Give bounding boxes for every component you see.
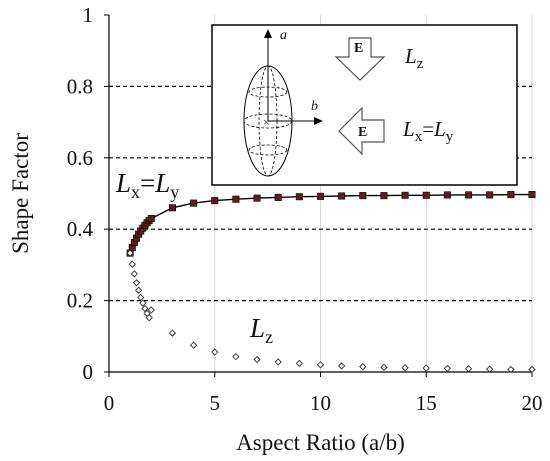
y-tick-label: 0 <box>83 360 94 384</box>
lxy-point <box>401 191 409 199</box>
axis-b-arrowhead <box>314 117 323 125</box>
lz-point <box>145 314 153 322</box>
lxy-point <box>465 191 473 199</box>
lz-point <box>130 270 139 278</box>
y-tick-label: 0.4 <box>67 217 94 241</box>
series-layer <box>126 191 536 374</box>
x-tick-label: 0 <box>104 391 115 415</box>
lxy-point <box>253 194 261 202</box>
lxy-point <box>295 193 303 201</box>
lz-point <box>507 365 515 374</box>
e-field-left-arrow <box>338 106 385 156</box>
ellipsoid-latitude-bottom <box>248 144 288 156</box>
lz-point <box>189 341 198 349</box>
lxy-point <box>528 191 536 199</box>
lxy-point <box>507 191 515 199</box>
lz-point <box>147 306 155 314</box>
lz-point <box>486 365 494 373</box>
legend-lz: Lz <box>404 44 424 72</box>
lz-point <box>168 329 177 337</box>
lz-point <box>139 299 147 307</box>
lz-point <box>359 363 367 371</box>
e-field-down-arrow <box>334 37 386 81</box>
lz-point <box>338 362 346 370</box>
lz-point <box>137 293 145 302</box>
lz-point <box>422 364 430 372</box>
lxy-point <box>359 192 367 200</box>
lz-point <box>211 348 219 356</box>
lz-point <box>126 249 134 257</box>
axes: 0 5 10 15 20 0 0.2 0.4 0.6 0.8 1 Aspect Ratio (a/b)… <box>8 3 543 455</box>
lz-point <box>128 260 136 268</box>
series-label-lxy: Lx=Ly <box>115 168 179 202</box>
lz-point <box>274 358 282 366</box>
lxy-point <box>486 191 494 199</box>
lz-point <box>132 279 141 287</box>
lz-point <box>443 364 452 373</box>
lz-point <box>380 363 388 371</box>
lxy-point <box>338 192 346 200</box>
inset-diagram: a b × E Lz E Lx=Ly <box>211 24 518 186</box>
lxy-point <box>168 204 176 212</box>
series-label-lz: Lz <box>249 313 273 347</box>
legend-lxy: Lx=Ly <box>402 117 454 145</box>
lxy-point <box>380 192 388 200</box>
x-axis-title: Aspect Ratio (a/b) <box>236 430 405 455</box>
lxy-point <box>316 192 324 200</box>
lz-point <box>253 355 261 364</box>
lxy-point <box>232 195 240 203</box>
lz-point <box>134 286 143 294</box>
lz-point <box>295 359 303 368</box>
lxy-point <box>443 191 451 199</box>
x-tick-label: 5 <box>210 391 221 415</box>
e-field-down-symbol: E <box>354 41 363 56</box>
e-field-left-symbol: E <box>358 125 367 140</box>
lxy-point <box>147 214 155 222</box>
x-tick-label: 20 <box>522 391 543 415</box>
lxy-point <box>274 193 282 201</box>
lxy-point <box>422 191 430 199</box>
lxy-point <box>190 199 198 207</box>
lz-point <box>528 365 536 374</box>
axis-a-arrowhead <box>264 29 272 38</box>
y-axis-title: Shape Factor <box>8 133 33 254</box>
y-tick-label: 1 <box>83 3 94 27</box>
x-tick-label: 15 <box>416 391 437 415</box>
lz-point <box>464 365 473 373</box>
axis-a-label: a <box>280 28 287 43</box>
y-tick-label: 0.8 <box>67 74 93 98</box>
axis-b-label: b <box>311 99 318 114</box>
lz-point <box>401 364 409 372</box>
y-tick-label: 0.6 <box>67 146 93 170</box>
x-tick-label: 10 <box>310 391 331 415</box>
lz-point <box>316 361 325 369</box>
origin-mark: × <box>263 115 270 129</box>
lxy-point <box>211 197 219 205</box>
lz-point <box>141 304 149 313</box>
lz-point <box>232 353 240 361</box>
y-tick-label: 0.2 <box>67 289 93 313</box>
